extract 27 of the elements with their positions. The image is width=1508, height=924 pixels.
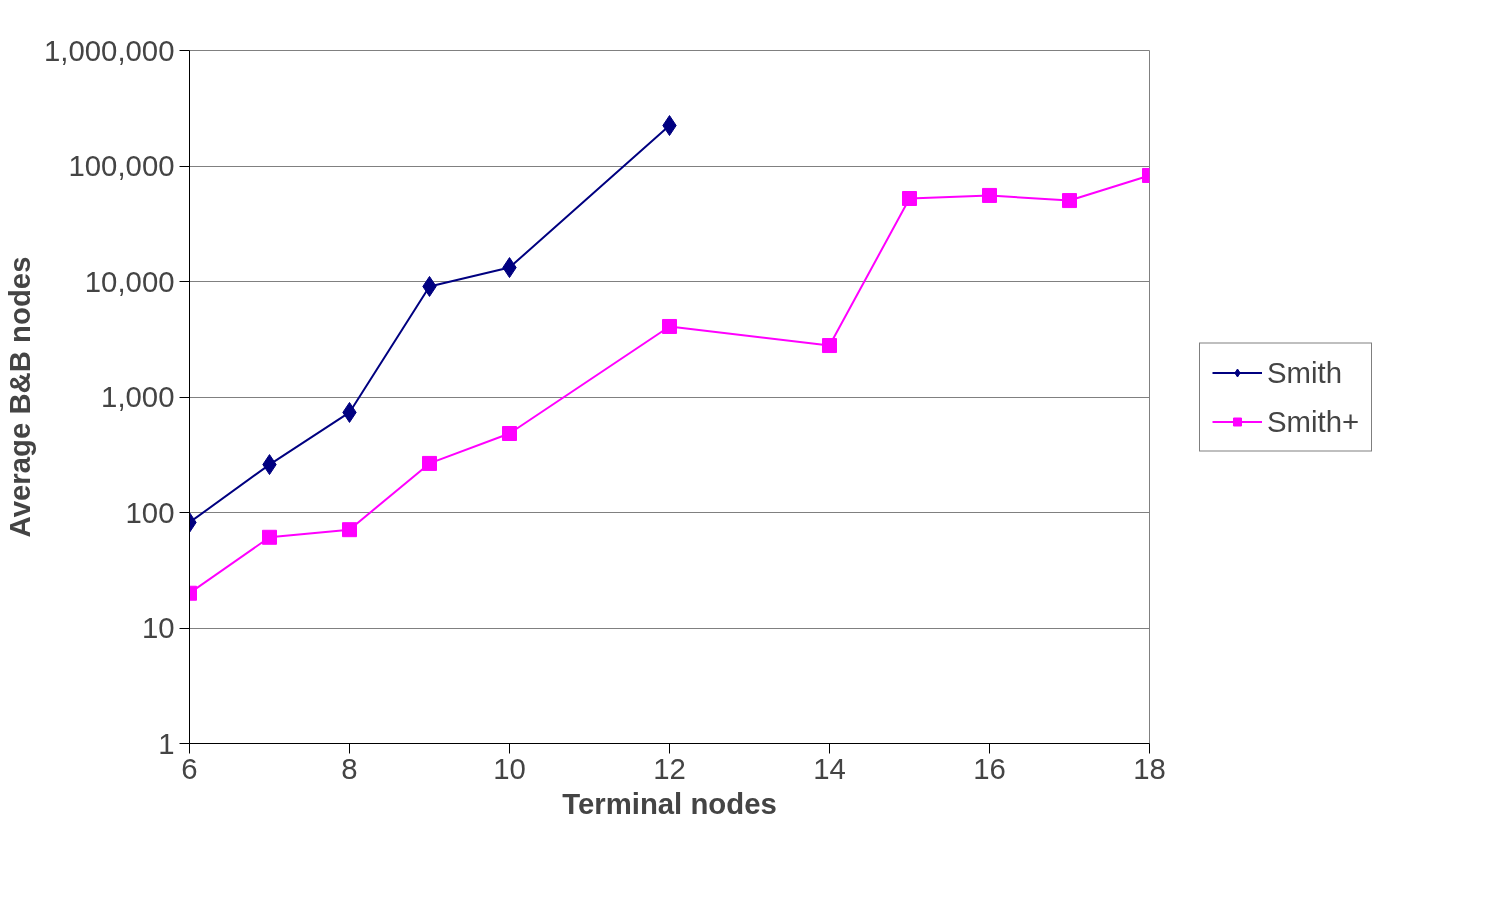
y-tick-label: 1: [158, 726, 175, 760]
point: [342, 522, 357, 538]
point: [262, 529, 277, 545]
point: [662, 318, 677, 334]
y-tick-label: 100: [125, 495, 175, 529]
x-tick-label: 6: [181, 751, 198, 785]
point: [1062, 193, 1077, 209]
y-tick-label: 100,000: [68, 149, 175, 182]
x-tick-label: 14: [813, 751, 846, 785]
x-tick-label: 16: [973, 751, 1006, 785]
legend-label: Smith: [1267, 355, 1342, 389]
x-tick-label: 8: [341, 751, 358, 785]
x-axis-title: Terminal nodes: [562, 786, 777, 820]
y-tick-label: 1,000,000: [44, 33, 175, 67]
x-tick-label: 18: [1133, 751, 1166, 785]
y-tick-label: 10,000: [84, 264, 175, 298]
y-tick-label: 1,000: [101, 380, 175, 413]
x-tick-label: 10: [493, 751, 526, 785]
x-tick-label: 12: [653, 751, 686, 785]
point: [502, 426, 517, 441]
point: [902, 191, 917, 207]
legend-label: Smith+: [1267, 404, 1360, 438]
y-tick-label: 10: [141, 611, 175, 644]
point: [822, 338, 837, 354]
point: [422, 455, 437, 471]
y-axis-title: Average B&B nodes: [3, 256, 37, 538]
point: [982, 187, 997, 203]
